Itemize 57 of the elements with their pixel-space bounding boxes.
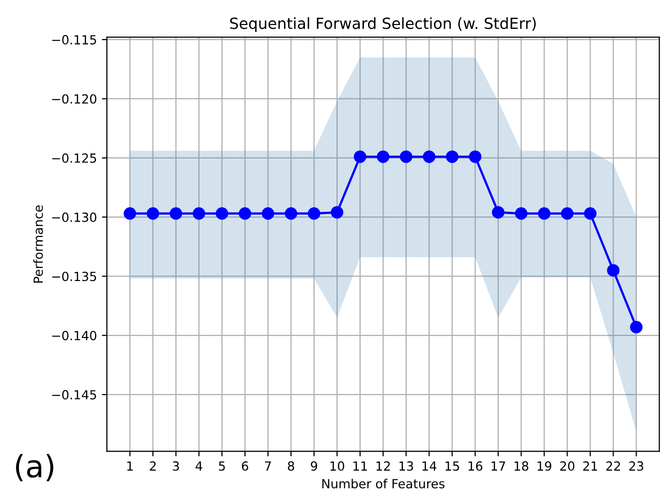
x-tick-label: 3	[172, 461, 179, 471]
y-tick-label: −0.125	[52, 153, 96, 163]
x-axis-title: Number of Features	[322, 478, 444, 488]
point	[538, 207, 550, 220]
x-tick-label: 10	[330, 461, 344, 471]
x-tick-label: 7	[265, 461, 271, 471]
x-tick-label: 17	[492, 461, 506, 471]
point	[192, 207, 206, 220]
x-tick-label: 1	[127, 461, 133, 471]
y-tick-label: −0.145	[52, 390, 96, 400]
point	[146, 207, 160, 220]
point	[400, 150, 412, 163]
x-tick-label: 23	[629, 461, 644, 471]
x-tick-label: 5	[218, 461, 225, 471]
x-tick-label: 16	[468, 461, 482, 471]
x-tick-label: 2	[150, 461, 156, 471]
point	[354, 150, 366, 163]
point	[124, 207, 136, 220]
x-tick-label: 15	[446, 461, 460, 471]
point	[422, 150, 436, 163]
x-tick-label: 22	[606, 461, 620, 471]
point	[492, 206, 504, 219]
point	[308, 207, 320, 220]
point	[607, 264, 620, 277]
x-tick-label: 20	[560, 461, 574, 471]
x-tick-label: 11	[354, 461, 367, 471]
point	[238, 207, 252, 220]
y-tick-label: −0.135	[52, 272, 96, 282]
x-tick-label: 6	[242, 461, 248, 471]
point	[330, 206, 344, 219]
point	[560, 207, 574, 220]
point	[262, 207, 274, 220]
x-tick-label: 12	[376, 461, 390, 471]
point	[170, 207, 182, 220]
y-tick-label: −0.140	[52, 330, 96, 340]
x-tick-label: 4	[196, 461, 202, 471]
x-tick-label: 9	[310, 461, 318, 471]
x-tick-label: 21	[583, 461, 598, 471]
point	[216, 207, 228, 220]
text: (a)	[16, 454, 54, 482]
x-tick-label: 19	[538, 461, 552, 471]
x-tick-label: 14	[422, 461, 436, 471]
point	[446, 150, 458, 163]
chart-title: Sequential Forward Selection (w. StdErr)	[230, 17, 536, 32]
x-tick-label: 18	[514, 461, 528, 471]
point	[630, 320, 643, 334]
x-tick-label: 8	[288, 461, 294, 471]
x-tick-label: 13	[400, 461, 414, 471]
point	[584, 207, 597, 220]
point	[468, 150, 482, 163]
y-tick-label: −0.120	[52, 94, 96, 104]
point	[514, 207, 528, 220]
y-tick-label: −0.115	[52, 35, 96, 44]
y-axis-title: Performance	[33, 205, 43, 283]
point	[284, 207, 298, 220]
point	[376, 150, 390, 163]
y-tick-label: −0.130	[52, 212, 96, 222]
